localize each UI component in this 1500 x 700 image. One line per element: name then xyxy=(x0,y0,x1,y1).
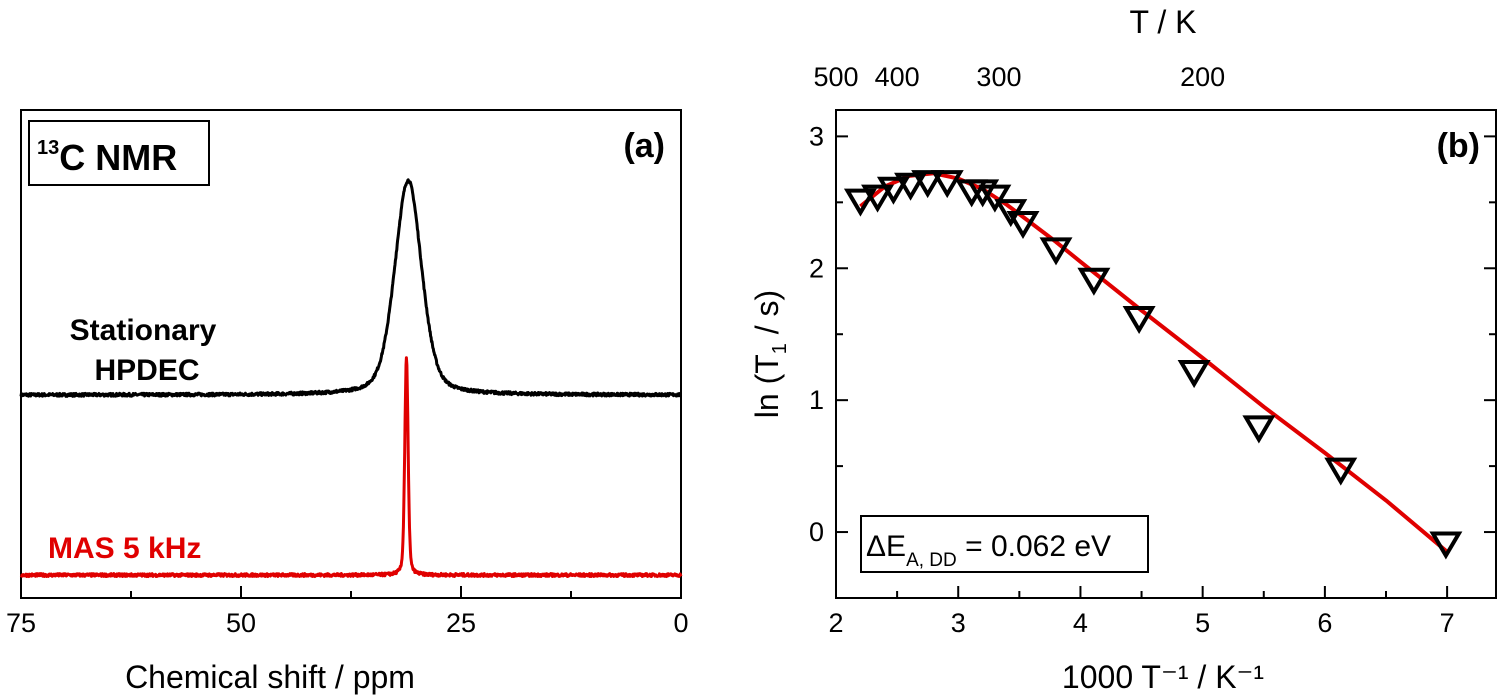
data-point xyxy=(1429,531,1463,560)
data-point xyxy=(1077,267,1111,296)
data-point xyxy=(861,184,895,213)
top-x-tick-label: 400 xyxy=(875,62,920,92)
series-label-stationary-line2: HPDEC xyxy=(94,354,199,387)
panel-b-xlabel: 1000 T⁻¹ / K⁻¹ xyxy=(1062,659,1264,695)
y-tick-label: 3 xyxy=(809,121,824,151)
x-tick-label: 75 xyxy=(6,608,36,638)
x-tick-label: 3 xyxy=(951,608,966,638)
data-point xyxy=(1177,360,1211,389)
x-tick-label: 50 xyxy=(226,608,256,638)
activation-energy-box xyxy=(860,515,1149,573)
x-tick-label: 4 xyxy=(1073,608,1088,638)
panel-b-letter: (b) xyxy=(1437,127,1480,165)
data-point xyxy=(966,179,1000,208)
panel-b-frame xyxy=(835,109,1497,599)
data-point xyxy=(1039,237,1073,266)
fit-line xyxy=(859,171,1449,554)
data-point xyxy=(1242,415,1276,444)
activation-energy-label: ΔEA, DD = 0.062 eV xyxy=(866,530,1111,571)
data-point xyxy=(876,176,910,205)
x-tick-label: 5 xyxy=(1195,608,1210,638)
x-tick-label: 2 xyxy=(828,608,843,638)
spectrum-line-mas xyxy=(19,356,683,578)
data-point xyxy=(1006,210,1040,240)
top-x-tick-label: 500 xyxy=(813,62,858,92)
top-x-tick-label: 300 xyxy=(976,62,1021,92)
x-tick-label: 6 xyxy=(1317,608,1332,638)
data-point xyxy=(1122,305,1156,334)
x-tick-label: 0 xyxy=(673,608,688,638)
y-tick-label: 2 xyxy=(809,253,824,283)
nmr-label-box xyxy=(28,120,210,186)
data-point xyxy=(930,170,964,199)
panel-b: 2 3 4 5 6 7 0 1 2 3 500 400 300 200 (b) ΔEA, DD = 0.0… xyxy=(749,4,1497,695)
data-point xyxy=(1324,457,1358,486)
x-tick-label: 25 xyxy=(446,608,476,638)
panel-a-xlabel: Chemical shift / ppm xyxy=(125,659,415,695)
panel-b-ylabel: ln (T1 / s) xyxy=(749,290,791,418)
panel-a-letter: (a) xyxy=(623,127,665,165)
panel-a: 75 50 25 0 13C NMR (a) Stationary HPDEC MAS… xyxy=(6,109,689,695)
series-label-mas: MAS 5 kHz xyxy=(48,532,201,565)
top-x-tick-label: 200 xyxy=(1180,62,1225,92)
series-label-stationary-line1: Stationary xyxy=(70,314,217,347)
panel-b-top-xlabel: T / K xyxy=(1130,4,1197,40)
data-point xyxy=(843,188,877,217)
x-tick-label: 7 xyxy=(1440,608,1455,638)
data-point xyxy=(911,170,945,199)
spectrum-line-stationary xyxy=(19,178,683,398)
data-point xyxy=(894,172,928,201)
y-tick-label: 1 xyxy=(809,385,824,415)
data-point xyxy=(978,184,1012,213)
nmr-label: 13C NMR xyxy=(37,137,177,178)
y-tick-label: 0 xyxy=(809,517,824,547)
